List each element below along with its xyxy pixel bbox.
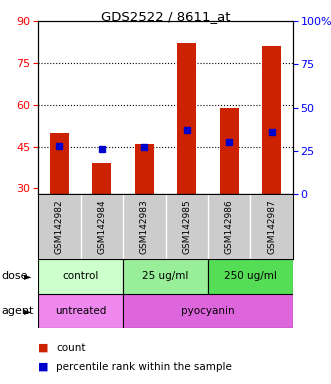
Text: GDS2522 / 8611_at: GDS2522 / 8611_at bbox=[101, 10, 230, 23]
Text: 250 ug/ml: 250 ug/ml bbox=[224, 271, 277, 281]
Text: count: count bbox=[56, 343, 86, 353]
Text: percentile rank within the sample: percentile rank within the sample bbox=[56, 362, 232, 372]
Bar bbox=[123, 259, 208, 294]
Bar bbox=[123, 294, 293, 328]
Text: GSM142986: GSM142986 bbox=[225, 199, 234, 254]
Text: GSM142983: GSM142983 bbox=[140, 199, 149, 254]
Text: ■: ■ bbox=[38, 362, 49, 372]
Bar bbox=[220, 108, 239, 194]
Text: GSM142985: GSM142985 bbox=[182, 199, 191, 254]
Text: ►: ► bbox=[24, 271, 31, 281]
Bar bbox=[38, 294, 123, 328]
Bar bbox=[177, 43, 196, 194]
Text: agent: agent bbox=[2, 306, 34, 316]
Text: pyocyanin: pyocyanin bbox=[181, 306, 235, 316]
Text: untreated: untreated bbox=[55, 306, 106, 316]
Text: 25 ug/ml: 25 ug/ml bbox=[142, 271, 189, 281]
Bar bbox=[262, 46, 281, 194]
Text: dose: dose bbox=[2, 271, 28, 281]
Text: GSM142982: GSM142982 bbox=[55, 199, 64, 254]
Text: control: control bbox=[62, 271, 99, 281]
Bar bbox=[135, 144, 154, 194]
Bar bbox=[50, 132, 69, 194]
Text: GSM142987: GSM142987 bbox=[267, 199, 276, 254]
Bar bbox=[92, 163, 111, 194]
Bar bbox=[208, 259, 293, 294]
Text: ►: ► bbox=[24, 306, 31, 316]
Bar bbox=[38, 259, 123, 294]
Text: ■: ■ bbox=[38, 343, 49, 353]
Text: GSM142984: GSM142984 bbox=[97, 199, 106, 254]
